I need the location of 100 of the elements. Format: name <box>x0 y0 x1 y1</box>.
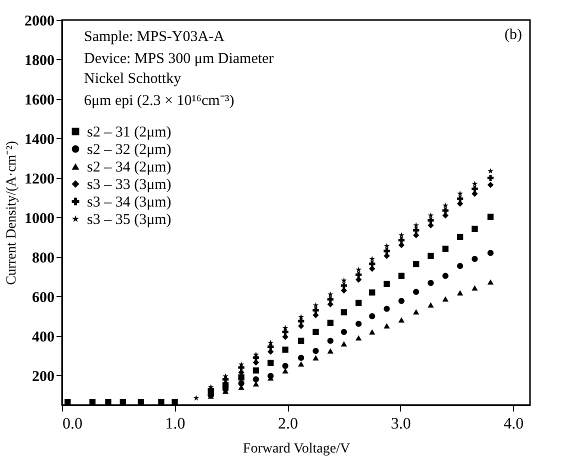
point <box>282 346 288 353</box>
point <box>282 362 288 369</box>
point <box>384 248 390 254</box>
point <box>268 344 274 350</box>
y-tick-label: 1000 <box>24 210 54 227</box>
x-tick-label: 1.0 <box>165 416 186 432</box>
point <box>282 324 288 330</box>
point <box>413 222 420 228</box>
point <box>428 252 434 260</box>
point <box>268 340 274 346</box>
point <box>340 341 348 346</box>
point <box>172 398 178 406</box>
point <box>457 262 464 270</box>
point <box>413 260 420 268</box>
point <box>64 398 71 406</box>
point <box>312 307 319 314</box>
legend-label: s3 – 33 (3μm) <box>87 177 172 193</box>
point <box>222 373 228 379</box>
point <box>282 368 288 374</box>
point <box>356 300 362 306</box>
point <box>384 306 390 312</box>
x-tick-label: 0.0 <box>62 416 82 432</box>
point <box>327 291 334 297</box>
point <box>442 202 448 208</box>
legend-label: s2 – 32 (2μm) <box>87 142 172 158</box>
point <box>413 309 420 314</box>
point <box>298 318 304 324</box>
annotation: (b) <box>504 27 522 43</box>
point <box>105 398 112 406</box>
point <box>341 278 347 284</box>
y-tick-label: 800 <box>32 250 54 266</box>
point <box>442 272 449 279</box>
point <box>89 398 96 406</box>
annotation: Device: MPS 300 μm Diameter <box>84 51 274 67</box>
point <box>268 360 274 366</box>
point <box>356 272 362 278</box>
y-tick-label: 1200 <box>24 171 54 188</box>
point <box>356 320 362 327</box>
y-tick-label: 600 <box>32 290 54 306</box>
point <box>457 196 464 202</box>
point <box>238 374 244 380</box>
legend-label: s2 – 31 (2μm) <box>87 124 172 140</box>
y-tick-label: 1600 <box>24 92 54 108</box>
annotation: Nickel Schottky <box>84 71 182 87</box>
point <box>298 361 304 367</box>
point <box>428 302 434 308</box>
point <box>413 288 420 295</box>
point <box>340 282 348 289</box>
point <box>298 314 304 320</box>
point <box>398 272 405 279</box>
point <box>327 296 334 302</box>
point <box>369 289 376 296</box>
point <box>312 348 319 354</box>
y-tick-label: 2000 <box>24 14 54 30</box>
point <box>369 260 376 267</box>
point <box>442 246 449 252</box>
point <box>327 338 334 344</box>
point <box>238 380 244 386</box>
x-tick-label: 4.0 <box>504 416 524 432</box>
point <box>428 280 434 286</box>
point <box>487 214 494 220</box>
legend-label: s2 – 34 (2μm) <box>87 160 172 176</box>
point <box>487 174 494 182</box>
y-axis-title: Current Density/(A·cm⁻²) <box>4 140 20 286</box>
point <box>193 395 200 401</box>
point <box>340 328 348 336</box>
x-tick-label: 2.0 <box>278 416 298 432</box>
point <box>327 320 334 326</box>
point <box>488 168 494 174</box>
point <box>340 287 348 294</box>
x-axis-title: Forward Voltage/V <box>242 442 350 456</box>
point <box>428 217 434 224</box>
annotation: Sample: MPS-Y03A-A <box>84 29 225 45</box>
point <box>298 338 304 344</box>
point <box>298 354 304 361</box>
point <box>487 182 494 188</box>
y-tick-label: 400 <box>32 329 54 346</box>
point <box>472 180 478 186</box>
point <box>356 335 362 341</box>
point <box>384 280 390 288</box>
point <box>472 256 478 262</box>
point <box>457 190 464 196</box>
annotation: 6μm epi (2.3 × 10¹⁶cm⁻³) <box>84 93 234 109</box>
point <box>312 355 319 360</box>
point <box>138 398 144 406</box>
point <box>312 328 319 336</box>
point <box>413 227 420 234</box>
point <box>327 348 334 354</box>
point <box>384 323 390 328</box>
point <box>340 309 348 316</box>
point <box>487 279 494 285</box>
y-tick-label: 1400 <box>24 132 54 148</box>
point <box>369 329 376 335</box>
point <box>398 298 405 304</box>
point <box>457 234 464 240</box>
point <box>158 398 164 406</box>
point <box>369 313 376 320</box>
point <box>472 285 478 291</box>
point <box>120 398 126 406</box>
y-tick-label: 1800 <box>24 52 54 69</box>
